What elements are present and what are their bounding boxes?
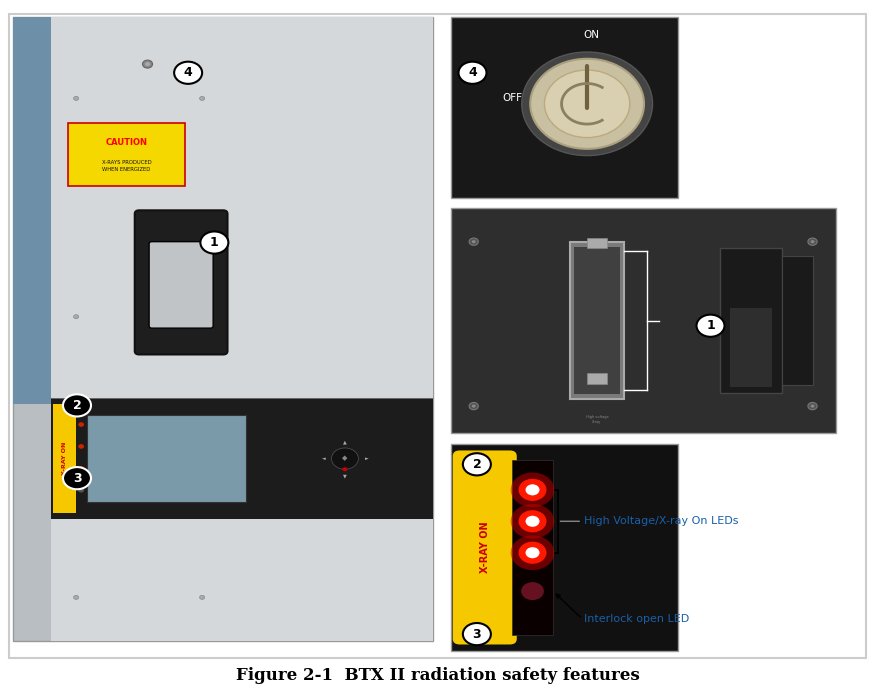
Text: X-RAYS PRODUCED
WHEN ENERGIZED: X-RAYS PRODUCED WHEN ENERGIZED xyxy=(102,160,151,172)
Text: High Voltage/X-ray On LEDs: High Voltage/X-ray On LEDs xyxy=(584,516,738,526)
Circle shape xyxy=(74,595,79,599)
Text: High voltage
X-ray: High voltage X-ray xyxy=(585,415,608,424)
Circle shape xyxy=(63,467,91,489)
Text: ▼: ▼ xyxy=(343,473,346,478)
Circle shape xyxy=(511,536,555,570)
Text: ▲: ▲ xyxy=(343,439,346,444)
Circle shape xyxy=(78,422,84,427)
Bar xyxy=(512,460,553,635)
Bar xyxy=(67,123,186,186)
Text: X-RAY ON: X-RAY ON xyxy=(480,522,490,573)
Circle shape xyxy=(145,62,150,66)
Bar xyxy=(87,415,246,502)
Text: 3: 3 xyxy=(473,628,481,640)
Circle shape xyxy=(696,315,724,337)
Bar xyxy=(13,17,433,641)
Text: 2: 2 xyxy=(473,458,481,471)
Text: Figure 2-1  BTX II radiation safety features: Figure 2-1 BTX II radiation safety featu… xyxy=(235,667,640,684)
Circle shape xyxy=(174,62,202,84)
Circle shape xyxy=(544,70,630,138)
Circle shape xyxy=(458,62,486,84)
Bar xyxy=(587,238,606,249)
Text: 2: 2 xyxy=(73,399,81,412)
Bar xyxy=(574,247,620,394)
Circle shape xyxy=(519,510,547,532)
Text: ◄: ◄ xyxy=(321,456,326,461)
Text: ►: ► xyxy=(365,456,368,461)
Circle shape xyxy=(526,484,540,495)
Circle shape xyxy=(463,623,491,645)
Circle shape xyxy=(511,504,555,538)
Circle shape xyxy=(342,467,347,471)
Bar xyxy=(587,374,606,384)
Circle shape xyxy=(143,60,152,68)
Text: OFF: OFF xyxy=(502,94,522,103)
Text: X-RAY ON: X-RAY ON xyxy=(62,442,67,475)
Text: 1: 1 xyxy=(706,319,715,332)
Circle shape xyxy=(200,315,205,319)
Circle shape xyxy=(472,240,476,243)
Circle shape xyxy=(810,240,815,243)
Text: 4: 4 xyxy=(184,67,192,79)
Circle shape xyxy=(78,466,84,471)
Circle shape xyxy=(530,59,644,149)
FancyBboxPatch shape xyxy=(135,211,228,355)
Text: 3: 3 xyxy=(73,472,81,484)
Bar xyxy=(720,249,781,392)
Text: ON: ON xyxy=(584,30,599,40)
Text: ◆: ◆ xyxy=(342,455,347,462)
Bar xyxy=(51,17,433,641)
Circle shape xyxy=(74,96,79,100)
Bar xyxy=(781,256,813,385)
Circle shape xyxy=(332,448,359,469)
Circle shape xyxy=(472,405,476,407)
Circle shape xyxy=(200,502,205,506)
Circle shape xyxy=(469,238,479,245)
Circle shape xyxy=(74,502,79,506)
Circle shape xyxy=(526,516,540,527)
Text: 1: 1 xyxy=(210,236,219,249)
Circle shape xyxy=(519,479,547,501)
Bar xyxy=(13,17,53,404)
Circle shape xyxy=(78,444,84,449)
Circle shape xyxy=(519,542,547,564)
Circle shape xyxy=(78,488,84,493)
Circle shape xyxy=(200,595,205,599)
Circle shape xyxy=(522,582,544,600)
Circle shape xyxy=(200,96,205,100)
Bar xyxy=(53,404,76,514)
Text: 4: 4 xyxy=(468,67,477,79)
Bar xyxy=(451,17,678,198)
Circle shape xyxy=(74,315,79,319)
Text: CAUTION: CAUTION xyxy=(106,138,148,146)
FancyBboxPatch shape xyxy=(452,450,517,644)
Circle shape xyxy=(63,394,91,416)
Circle shape xyxy=(522,52,653,156)
Bar xyxy=(51,398,433,520)
Circle shape xyxy=(200,231,228,254)
Circle shape xyxy=(808,403,817,410)
Bar xyxy=(570,242,624,399)
Circle shape xyxy=(511,473,555,507)
Circle shape xyxy=(808,238,817,245)
Bar xyxy=(730,308,772,387)
Circle shape xyxy=(810,405,815,407)
Circle shape xyxy=(469,403,479,410)
Circle shape xyxy=(463,453,491,475)
FancyBboxPatch shape xyxy=(149,242,214,328)
Bar xyxy=(451,444,678,651)
Text: Interlock open LED: Interlock open LED xyxy=(584,614,690,624)
Bar xyxy=(451,208,836,433)
Circle shape xyxy=(526,547,540,559)
